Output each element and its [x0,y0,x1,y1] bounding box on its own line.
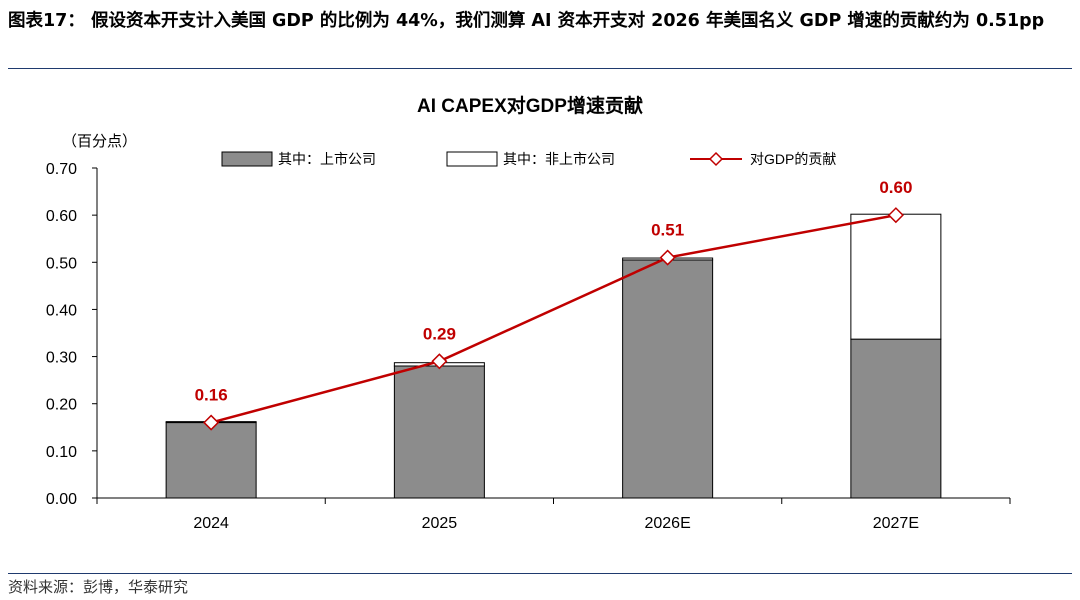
legend-swatch-listed [221,151,273,167]
bar-listed [165,422,257,499]
legend-swatch-unlisted [446,151,498,167]
data-label: 0.60 [879,178,912,197]
legend-label-contribution: 对GDP的贡献 [750,151,836,167]
legend-label-unlisted: 其中：非上市公司 [503,151,615,167]
figure-title: 图表17： 假设资本开支计入美国 GDP 的比例为 44%，我们测算 AI 资本… [8,11,1045,31]
x-tick-label: 2025 [422,515,458,532]
bar-listed [393,365,485,499]
bar-unlisted [850,213,942,340]
y-tick-label: 0.30 [46,350,77,367]
x-tick-label: 2026E [644,515,690,532]
y-tick-label: 0.00 [46,491,77,508]
contribution-marker [203,414,220,431]
data-label: 0.16 [195,386,228,405]
contribution-marker [887,207,904,224]
legend-marker-sample [708,151,724,167]
bottom-rule [8,573,1072,574]
bar-listed [850,338,942,499]
legend-label-listed: 其中：上市公司 [278,151,376,167]
x-tick-label: 2024 [193,515,229,532]
bar-listed [622,259,714,499]
y-axis-unit-label: （百分点） [62,133,137,150]
chart-title: AI CAPEX对GDP增速贡献 [417,94,643,117]
y-tick-label: 0.20 [46,397,77,414]
y-tick-label: 0.60 [46,208,77,225]
contribution-marker [431,353,448,370]
source-note: 资料来源：彭博，华泰研究 [8,578,189,596]
contribution-line [210,213,897,424]
y-tick-label: 0.40 [46,302,77,319]
data-label: 0.29 [423,324,456,343]
y-tick-label: 0.50 [46,255,77,272]
x-tick-label: 2027E [873,515,919,532]
y-tick-label: 0.70 [46,161,77,178]
y-tick-label: 0.10 [46,444,77,461]
contribution-marker [659,249,676,266]
top-rule [8,68,1072,69]
data-label: 0.51 [651,221,684,240]
